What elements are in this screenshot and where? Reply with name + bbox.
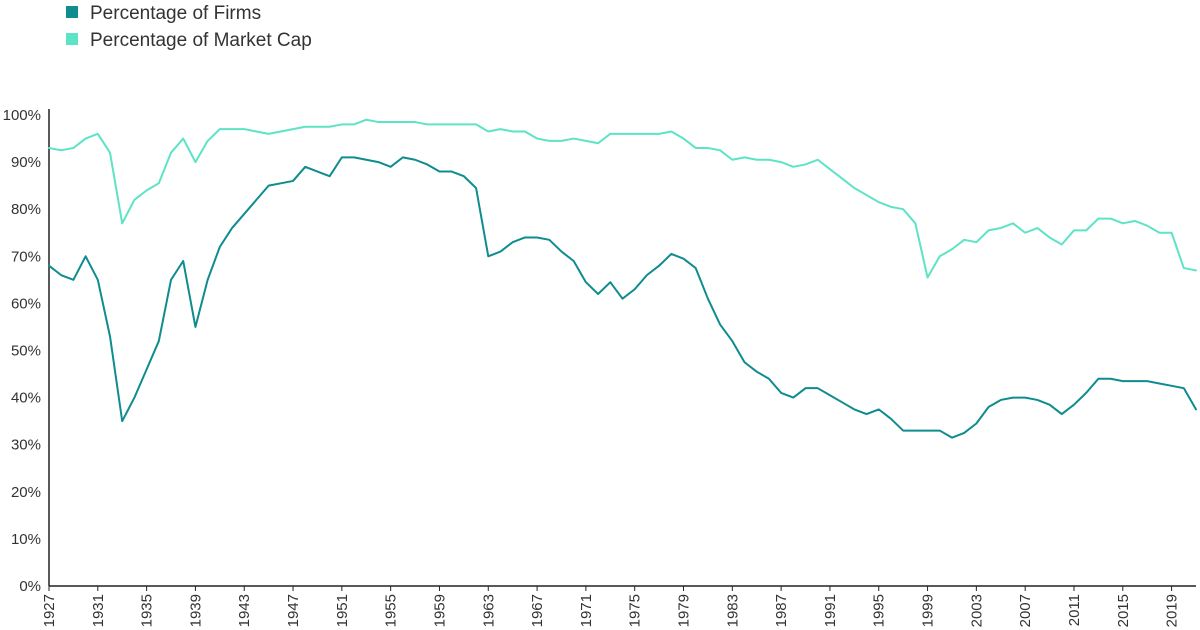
y-tick-label: 70% <box>11 248 41 265</box>
x-tick-label: 1975 <box>627 594 644 627</box>
x-axis-ticks: 1927 1931 1935 1939 1943 1947 1951 1955 1959 1963… <box>41 586 1181 627</box>
x-tick-label: 2011 <box>1066 594 1083 626</box>
x-tick-label: 1935 <box>139 594 156 627</box>
y-axis-ticks: 0% 10% 20% 30% 40% 50% 60% 70% 80% 90% 100% <box>3 107 41 595</box>
x-tick-label: 2003 <box>968 594 985 627</box>
y-tick-label: 30% <box>11 437 41 454</box>
x-tick-label: 1987 <box>773 594 790 627</box>
legend: Percentage of Firms Percentage of Market… <box>66 3 312 51</box>
legend-label-percentage-of-market-cap: Percentage of Market Cap <box>90 30 312 51</box>
x-tick-label: 2019 <box>1164 594 1181 627</box>
y-tick-label: 60% <box>11 295 41 312</box>
x-tick-label: 1979 <box>676 594 693 627</box>
x-tick-label: 2007 <box>1017 594 1034 627</box>
axes <box>48 109 1196 587</box>
x-tick-label: 1947 <box>285 594 302 627</box>
series-layer <box>48 118 1197 439</box>
y-tick-label: 80% <box>11 201 41 218</box>
x-tick-label: 1967 <box>529 594 546 627</box>
series-line-percentage-of-firms <box>48 156 1197 439</box>
y-tick-label: 100% <box>3 107 41 124</box>
legend-swatch-percentage-of-firms <box>66 6 78 18</box>
legend-label-percentage-of-firms: Percentage of Firms <box>90 3 261 24</box>
x-tick-label: 1999 <box>920 594 937 627</box>
y-tick-label: 20% <box>11 484 41 501</box>
x-tick-label: 1931 <box>90 594 107 627</box>
y-tick-label: 90% <box>11 154 41 171</box>
x-tick-label: 1951 <box>334 594 351 627</box>
x-tick-label: 1955 <box>383 594 400 627</box>
x-tick-label: 1959 <box>431 594 448 627</box>
x-tick-label: 1983 <box>724 594 741 627</box>
x-tick-label: 1963 <box>480 594 497 627</box>
legend-swatch-percentage-of-market-cap <box>66 33 78 45</box>
x-tick-label: 1939 <box>187 594 204 627</box>
x-tick-label: 1995 <box>871 594 888 627</box>
y-tick-label: 10% <box>11 531 41 548</box>
x-tick-label: 1943 <box>236 594 253 627</box>
x-tick-label: 1971 <box>578 594 595 627</box>
series-line-percentage-of-market-cap <box>48 118 1197 279</box>
y-tick-label: 50% <box>11 343 41 360</box>
x-tick-label: 1927 <box>41 594 58 627</box>
x-tick-label: 2015 <box>1115 594 1132 627</box>
y-tick-label: 40% <box>11 390 41 407</box>
x-tick-label: 1991 <box>822 594 839 627</box>
y-tick-label: 0% <box>19 578 41 595</box>
